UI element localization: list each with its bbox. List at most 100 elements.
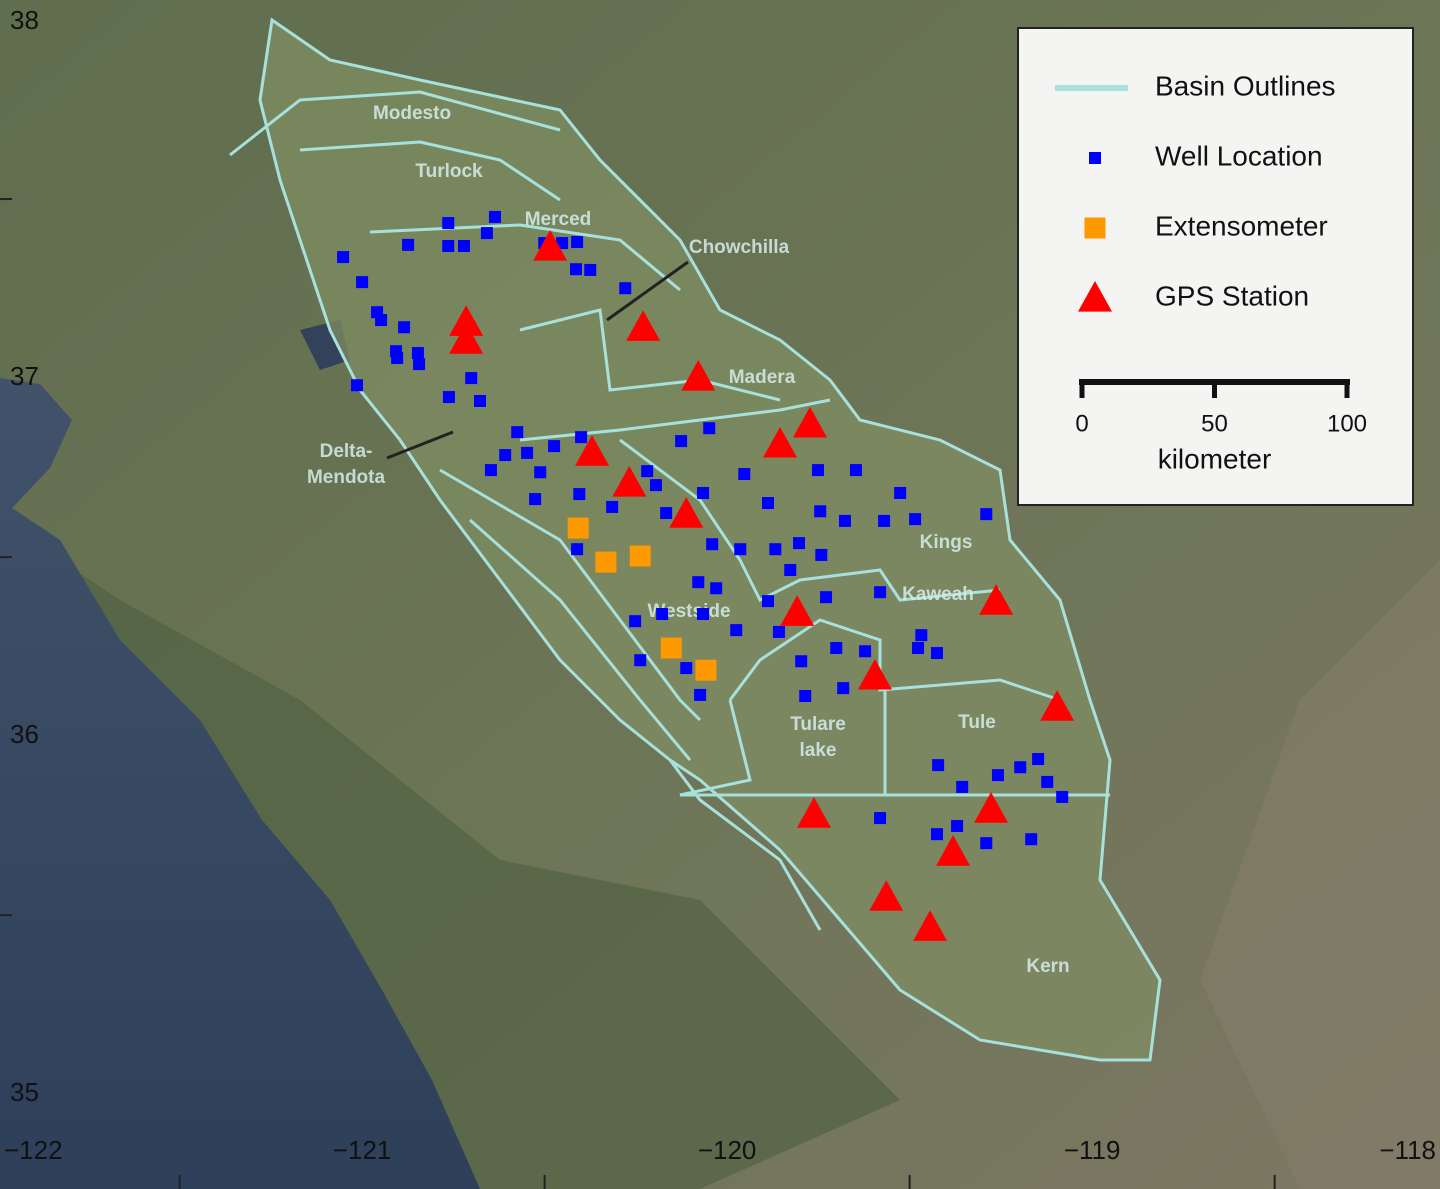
legend-label: Basin Outlines [1155, 70, 1336, 101]
well [457, 239, 470, 252]
well [1056, 790, 1069, 803]
well [465, 372, 478, 385]
well [413, 358, 426, 371]
well [956, 780, 969, 793]
well [814, 505, 827, 518]
gps-station [626, 310, 661, 341]
well [619, 282, 632, 295]
well [402, 238, 415, 251]
well [894, 487, 907, 499]
well [839, 514, 852, 527]
basin-label: Modesto [373, 103, 451, 124]
gps-station [449, 323, 484, 354]
basin-label: Madera [729, 367, 796, 388]
basin-label: Merced [525, 209, 592, 230]
gps-station [792, 406, 827, 438]
leader-line [386, 430, 454, 460]
well [980, 508, 993, 521]
well [529, 493, 542, 506]
well [874, 586, 887, 599]
gps-station [974, 792, 1009, 823]
well [584, 263, 597, 276]
scale-label: 50 [1201, 410, 1228, 437]
well [710, 582, 723, 595]
y-tick-label: 36 [10, 719, 39, 749]
well [484, 464, 497, 477]
legend-label: Extensometer [1155, 210, 1328, 241]
well [837, 682, 850, 695]
basin-label: Kaweah [902, 584, 974, 605]
gps-station [796, 797, 831, 828]
outline [668, 759, 822, 931]
gps-station [857, 658, 892, 690]
well [499, 449, 512, 462]
legend-label: Well Location [1155, 140, 1323, 171]
well [793, 537, 806, 550]
x-tick-label: −122 [4, 1135, 63, 1165]
y-tick-label: 35 [10, 1077, 39, 1107]
well [649, 479, 662, 492]
gps-station [869, 880, 904, 911]
well [762, 595, 774, 608]
well [912, 642, 925, 655]
scale-label: 100 [1327, 410, 1367, 437]
well [1014, 761, 1027, 774]
well [480, 227, 493, 240]
x-tick-label: −120 [698, 1135, 757, 1165]
well [629, 615, 642, 628]
well [573, 488, 586, 501]
gps-station [575, 435, 610, 466]
well [697, 608, 710, 621]
y-tick-label: 37 [10, 361, 39, 391]
extensometer [660, 637, 682, 659]
well [980, 837, 993, 850]
well [697, 487, 710, 499]
gps-station [669, 497, 704, 528]
gps-station [780, 595, 815, 626]
legend-label: GPS Station [1155, 280, 1309, 311]
gps-station [763, 426, 798, 458]
x-tick-label: −121 [333, 1135, 392, 1165]
outline [619, 438, 1001, 603]
basin-labels: Modesto Turlock Merced Chowchilla Madera Delt… [307, 103, 1070, 977]
extensometer [629, 545, 651, 567]
outline [519, 308, 781, 402]
well [706, 538, 719, 551]
well [830, 642, 843, 655]
well [350, 379, 363, 392]
x-tick-label: −119 [1064, 1135, 1121, 1165]
outline [679, 699, 1110, 797]
gps-station [913, 910, 948, 941]
well [703, 422, 716, 435]
outer-outline [258, 17, 1162, 1062]
well [442, 391, 455, 404]
well [656, 608, 669, 621]
well [660, 507, 673, 520]
y-tick-label: 38 [10, 5, 39, 35]
basin-label: lake [800, 740, 837, 761]
well [769, 543, 782, 556]
well [820, 591, 833, 604]
gps-station [533, 230, 568, 261]
well [991, 769, 1004, 782]
well [675, 435, 688, 448]
sierra [1060, 0, 1440, 1189]
basin-label: Mendota [307, 467, 386, 488]
well [932, 759, 945, 772]
basin-label: Delta- [320, 441, 373, 462]
basin-label: Tulare [790, 714, 846, 735]
legend-swatch [1078, 281, 1112, 312]
well [692, 576, 705, 589]
basin-label: Westside [647, 601, 730, 622]
legend-swatch [1089, 152, 1101, 164]
well [762, 497, 774, 510]
well [548, 440, 561, 453]
gps-station [936, 835, 971, 866]
points [337, 210, 1075, 941]
well [375, 314, 388, 327]
extensometer [695, 659, 717, 681]
outline [728, 618, 1061, 702]
well [859, 645, 872, 658]
gps-station [681, 360, 716, 391]
well [442, 217, 455, 230]
